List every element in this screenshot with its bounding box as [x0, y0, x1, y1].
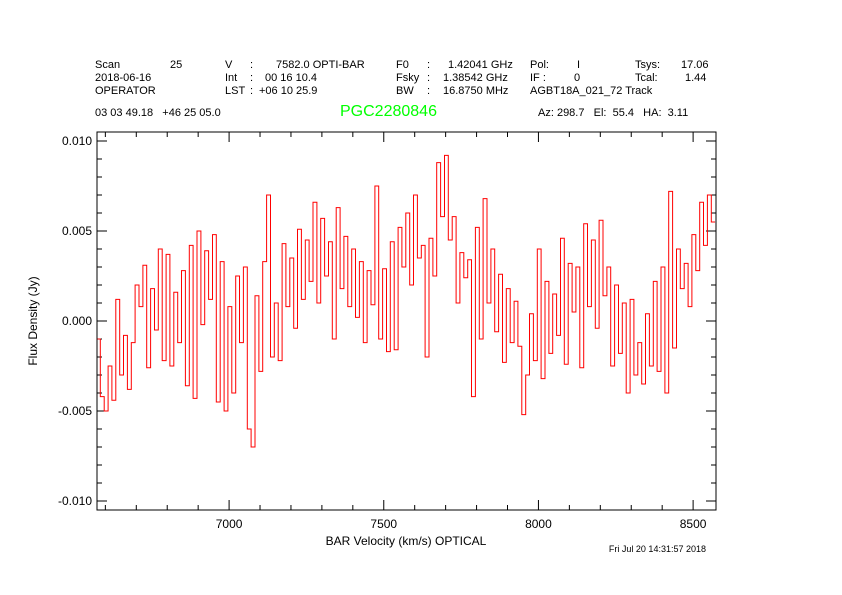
- y-tick-label: -0.010: [58, 494, 92, 508]
- int-label: Int: [225, 72, 238, 84]
- spectrum-series: [97, 154, 716, 448]
- lst-value: +06 10 25.9: [259, 85, 318, 97]
- x-tick-label: 7000: [216, 517, 243, 531]
- tcal-label: Tcal:: [635, 72, 658, 84]
- int-value: 00 16 10.4: [265, 72, 317, 84]
- scan-value: 25: [170, 59, 183, 71]
- v-value: 7582.0 OPTI-BAR: [276, 59, 365, 71]
- sep: :: [250, 72, 254, 84]
- y-tick-label: -0.005: [58, 404, 92, 418]
- y-axis-label: Flux Density (Jy): [26, 276, 40, 365]
- f0-label: F0: [396, 59, 409, 71]
- coordinates: 03 03 49.18 +46 25 05.0: [95, 107, 221, 119]
- sep: :: [250, 59, 254, 71]
- observer: OPERATOR: [95, 85, 156, 97]
- y-tick-label: 0.010: [62, 134, 92, 148]
- fsky-value: 1.38542 GHz: [443, 72, 508, 84]
- axis-ticks: [97, 132, 716, 510]
- date: 2018-06-16: [95, 72, 152, 84]
- sep: :: [427, 59, 431, 71]
- sep: :: [250, 85, 254, 97]
- fsky-label: Fsky: [396, 72, 420, 84]
- if-label: IF :: [530, 72, 546, 84]
- x-tick-label: 8000: [525, 517, 552, 531]
- tcal-value: 1.44: [685, 72, 707, 84]
- bw-value: 16.8750 MHz: [443, 85, 509, 97]
- y-tick-label: 0.005: [62, 224, 92, 238]
- y-tick-label: 0.000: [62, 314, 92, 328]
- tick-labels: 7000 7500 8000 8500 -0.010 -0.005 0.000 0.005 0.…: [58, 134, 707, 531]
- timestamp: Fri Jul 20 14:31:57 2018: [609, 544, 706, 554]
- pol-value: I: [577, 59, 581, 71]
- sep: :: [427, 72, 431, 84]
- tsys-value: 17.06: [681, 59, 709, 71]
- plot-frame: [96, 131, 717, 511]
- x-axis-label: BAR Velocity (km/s) OPTICAL: [326, 534, 487, 548]
- sep: :: [427, 85, 431, 97]
- lst-label: LST: [225, 85, 246, 97]
- x-tick-label: 7500: [370, 517, 397, 531]
- spectrum-line: [97, 154, 716, 448]
- az-el-ha: Az: 298.7 El: 55.4 HA: 3.11: [538, 107, 689, 119]
- tsys-label: Tsys:: [635, 59, 661, 71]
- project: AGBT18A_021_72 Track: [530, 85, 653, 97]
- scan-label: Scan: [95, 59, 121, 71]
- if-value: 0: [574, 72, 581, 84]
- pol-label: Pol:: [530, 59, 549, 71]
- x-tick-label: 8500: [680, 517, 707, 531]
- bw-label: BW: [396, 85, 414, 97]
- source-name: PGC2280846: [340, 103, 437, 120]
- f0-value: 1.42041 GHz: [448, 59, 513, 71]
- v-label: V: [225, 59, 233, 71]
